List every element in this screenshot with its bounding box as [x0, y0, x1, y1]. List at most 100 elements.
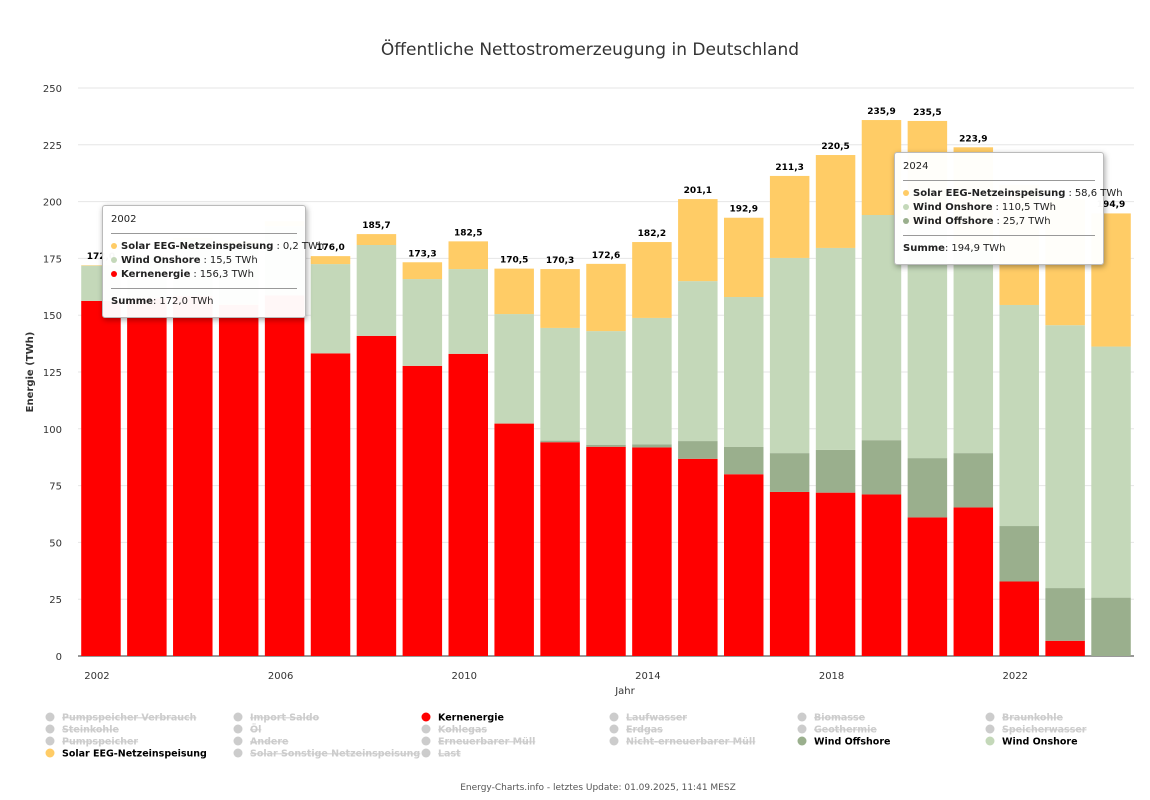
- legend-marker: [421, 712, 431, 722]
- y-tick-label: 50: [49, 538, 62, 549]
- legend-label: Solar Sonstige Netzeinspeisung: [250, 749, 420, 760]
- legend-label: Pumpspeicher Verbrauch: [62, 713, 197, 724]
- tooltip-separator: :: [944, 243, 949, 254]
- legend-label: Geothermie: [814, 725, 877, 736]
- bar-segment: [678, 281, 718, 442]
- y-tick-label: 200: [43, 198, 62, 209]
- bar-segment: [310, 264, 351, 354]
- tooltip-row: Wind Onshore:110,5 TWh: [903, 201, 1095, 215]
- y-tick-label: 225: [43, 141, 62, 152]
- bar-segment: [815, 449, 856, 493]
- bar-segment: [678, 441, 718, 459]
- total-label: 170,5: [500, 256, 528, 266]
- x-tick-label: 2018: [819, 671, 844, 682]
- legend-label: Pumpspeicher: [62, 737, 138, 748]
- tooltip-sum: Summe: 194,9 TWh: [903, 242, 1095, 256]
- legend-marker: [797, 736, 807, 746]
- bar-segment: [723, 446, 764, 475]
- bar-segment: [907, 458, 948, 518]
- y-tick-label: 75: [49, 482, 62, 493]
- tooltip-separator: :: [276, 241, 280, 252]
- tooltip-dot: [111, 243, 117, 249]
- legend-label: Laufwasser: [626, 713, 687, 724]
- total-label: 176,0: [316, 243, 344, 253]
- total-label: 182,2: [638, 229, 666, 239]
- total-label: 235,9: [867, 107, 895, 117]
- bar-segment: [1045, 640, 1085, 656]
- tooltip-title: 2002: [111, 214, 137, 225]
- bar-segment: [815, 247, 856, 450]
- bar-segment: [769, 175, 810, 258]
- legend-label: Wind Onshore: [1002, 737, 1078, 748]
- tooltip-label: Wind Onshore: [121, 255, 201, 266]
- legend-label: Wind Offshore: [814, 737, 890, 748]
- bar-segment: [1091, 346, 1131, 598]
- tooltip-sum-value: 172,0 TWh: [159, 296, 214, 307]
- bar-segment: [540, 327, 580, 441]
- legend-marker: [609, 724, 619, 734]
- legend-marker: [609, 736, 619, 746]
- bar-segment: [723, 297, 764, 447]
- bar-segment: [632, 242, 672, 318]
- bar-segment: [586, 263, 626, 332]
- tooltip-value: 25,7 TWh: [1002, 216, 1051, 227]
- bar-segment: [494, 314, 534, 424]
- tooltip-separator: :: [996, 216, 1000, 227]
- total-label: 185,7: [362, 221, 390, 231]
- tooltip-row: Solar EEG-Netzeinspeisung:58,6 TWh: [903, 187, 1123, 201]
- legend-label: Kernenergie: [438, 713, 504, 724]
- bar-segment: [769, 257, 810, 454]
- bar-segment: [861, 494, 902, 656]
- legend-marker: [45, 736, 55, 746]
- legend-label: Nicht-erneuerbarer Müll: [626, 737, 755, 748]
- legend-marker: [45, 712, 55, 722]
- bar-segment: [861, 440, 902, 495]
- legend-marker: [233, 724, 243, 734]
- tooltip-row: Wind Offshore:25,7 TWh: [903, 215, 1095, 229]
- tooltip-value: 15,5 TWh: [209, 255, 258, 266]
- y-tick-label: 250: [43, 84, 62, 95]
- legend-marker: [421, 748, 431, 758]
- tooltip-divider: [903, 235, 1095, 236]
- total-label: 201,1: [684, 186, 712, 196]
- footer: Energy-Charts.info - letztes Update: 01.…: [460, 783, 736, 793]
- bar-segment: [402, 262, 443, 280]
- tooltip-label: Kernenergie: [121, 269, 191, 280]
- tooltip-sum-value: 194,9 TWh: [951, 243, 1006, 254]
- bar-segment: [723, 474, 764, 656]
- legend-label: Andere: [250, 737, 289, 748]
- total-label: 172,0: [87, 252, 115, 262]
- legend-marker: [985, 724, 995, 734]
- bar-segment: [402, 365, 443, 656]
- tooltip-divider: [111, 288, 297, 289]
- bar-segment: [678, 199, 718, 282]
- legend-label: Import Saldo: [250, 713, 320, 724]
- total-label: 170,3: [546, 256, 574, 266]
- tooltip-dot: [111, 271, 117, 277]
- x-tick-label: 2014: [635, 671, 660, 682]
- legend-label: Braunkohle: [1002, 713, 1063, 724]
- bar-segment: [494, 423, 534, 656]
- bar-segment: [540, 442, 580, 656]
- legend-label: Erdgas: [626, 725, 663, 736]
- total-label: 211,3: [775, 163, 803, 173]
- bar-segment: [494, 268, 534, 315]
- bar-segment: [264, 295, 305, 656]
- bar-segment: [1045, 588, 1085, 641]
- tooltip-sum: Summe: 172,0 TWh: [111, 295, 297, 309]
- tooltip-separator: :: [193, 269, 197, 280]
- bar-segment: [586, 444, 626, 447]
- bar-segment: [632, 444, 672, 448]
- y-tick-label: 125: [43, 368, 62, 379]
- total-label: 192,9: [730, 205, 758, 215]
- legend-marker: [233, 712, 243, 722]
- tooltip-value: 110,5 TWh: [1001, 202, 1057, 213]
- legend-marker: [233, 736, 243, 746]
- legend-marker: [421, 724, 431, 734]
- bar-segment: [448, 353, 489, 656]
- tooltip-row: Kernenergie:156,3 TWh: [111, 268, 297, 282]
- bar-segment: [356, 335, 397, 656]
- tooltip-dot: [111, 257, 117, 263]
- legend-label: Biomasse: [814, 713, 865, 724]
- bar-segment: [448, 241, 489, 270]
